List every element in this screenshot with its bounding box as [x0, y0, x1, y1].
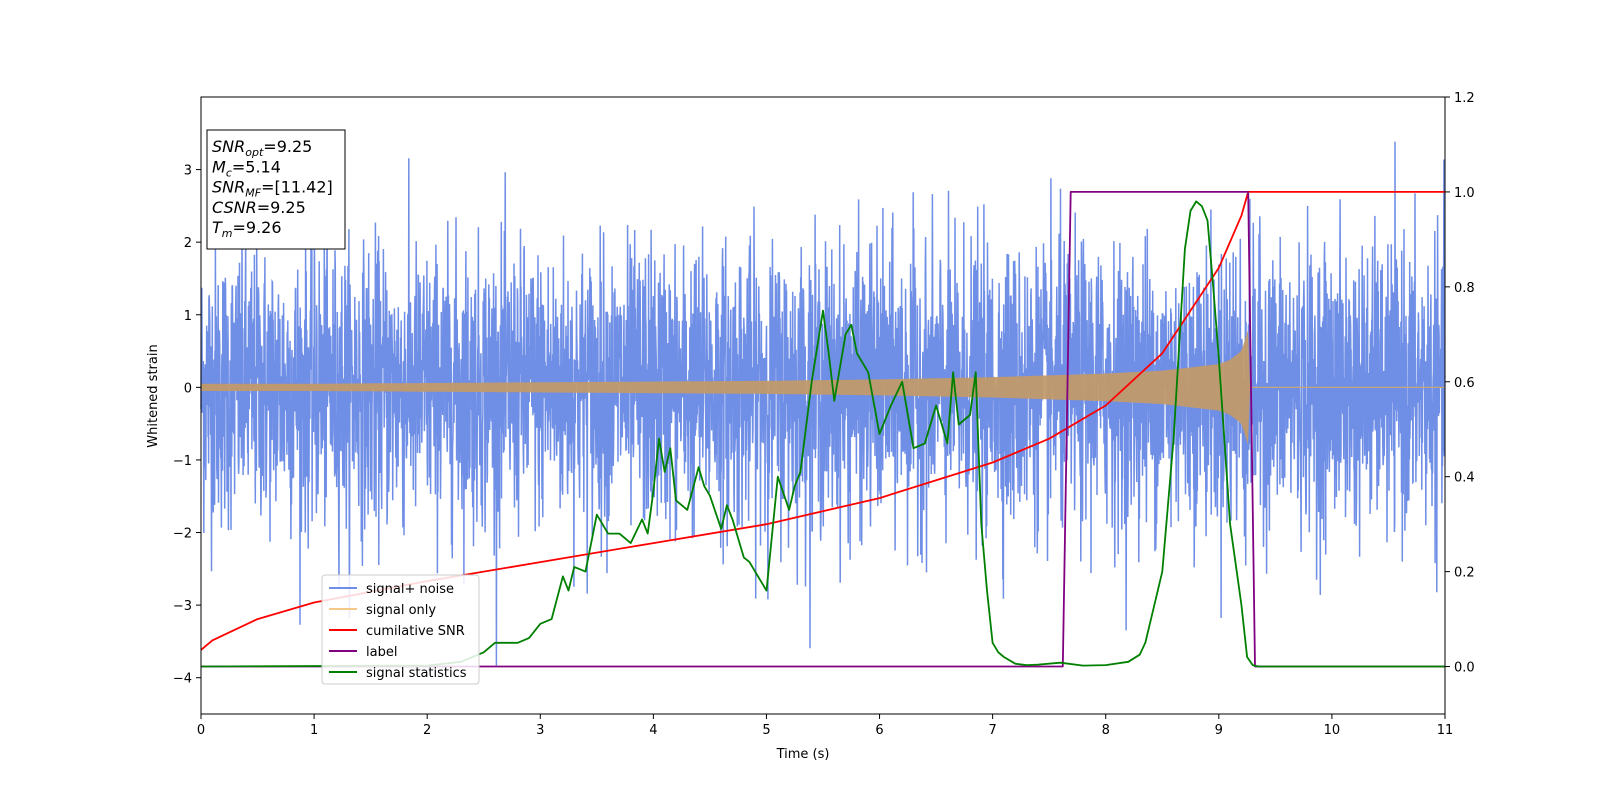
right-axis-series: [200, 191, 1445, 668]
legend-label: signal+ noise: [366, 582, 454, 597]
y-tick-label: −2: [173, 527, 192, 542]
signal-only-envelope: [201, 329, 1445, 445]
y2-tick-label: 1.0: [1454, 186, 1475, 201]
y-tick-label: 1: [184, 309, 192, 324]
info-line: Mc=5.14: [212, 157, 281, 179]
info-line: SNRMF=[11.42]: [212, 178, 333, 200]
y2-tick-label: 0.0: [1454, 661, 1475, 676]
y2-tick-label: 1.2: [1454, 91, 1475, 106]
y2-tick-label: 0.4: [1454, 471, 1475, 486]
x-tick-label: 3: [536, 723, 544, 738]
legend-label: label: [366, 645, 397, 660]
x-tick-label: 5: [762, 723, 770, 738]
info-line: SNRopt=9.25: [212, 137, 312, 159]
cumilative-snr-line: [200, 191, 1445, 651]
x-axis-label: Time (s): [776, 747, 830, 762]
y-tick-label: −1: [173, 454, 192, 469]
x-tick-label: 0: [197, 723, 205, 738]
y-tick-label: −4: [173, 672, 192, 687]
x-tick-label: 11: [1437, 723, 1454, 738]
axes: 0 1 2 3 4 5 6 7 8 9 10 11 −4 −3 −2 −1 0 1 2 3 0.0 0.2 0.4 0.6 0.…: [173, 91, 1475, 738]
signal-only-series: [201, 329, 1445, 445]
legend-label: cumilative SNR: [366, 624, 465, 639]
legend-label: signal statistics: [366, 666, 467, 681]
signal-statistics-line: [200, 200, 1445, 668]
y2-tick-label: 0.2: [1454, 566, 1475, 581]
y2-tick-label: 0.8: [1454, 281, 1475, 296]
y-tick-label: 3: [184, 164, 192, 179]
info-line: Tm=9.26: [212, 218, 282, 240]
y-tick-label: 0: [184, 381, 192, 396]
legend-label: signal only: [366, 603, 436, 618]
x-tick-label: 10: [1324, 723, 1341, 738]
x-tick-label: 8: [1102, 723, 1110, 738]
y-tick-label: −3: [173, 599, 192, 614]
info-line: CSNR=9.25: [212, 198, 306, 217]
x-tick-label: 4: [649, 723, 657, 738]
info-box: SNRopt=9.25Mc=5.14SNRMF=[11.42]CSNR=9.25…: [206, 129, 346, 250]
y-tick-label: 2: [184, 236, 192, 251]
x-tick-label: 9: [1215, 723, 1223, 738]
legend-frame: [321, 574, 480, 685]
x-tick-label: 2: [423, 723, 431, 738]
x-tick-label: 6: [875, 723, 883, 738]
info-box-frame: [206, 129, 346, 250]
y-axis-label: Whitened strain: [146, 344, 161, 447]
plot-frame: [200, 96, 1446, 715]
x-tick-label: 1: [310, 723, 318, 738]
legend: signal+ noise signal only cumilative SNR la…: [321, 574, 480, 685]
x-tick-label: 7: [988, 723, 996, 738]
y2-tick-label: 0.6: [1454, 376, 1475, 391]
